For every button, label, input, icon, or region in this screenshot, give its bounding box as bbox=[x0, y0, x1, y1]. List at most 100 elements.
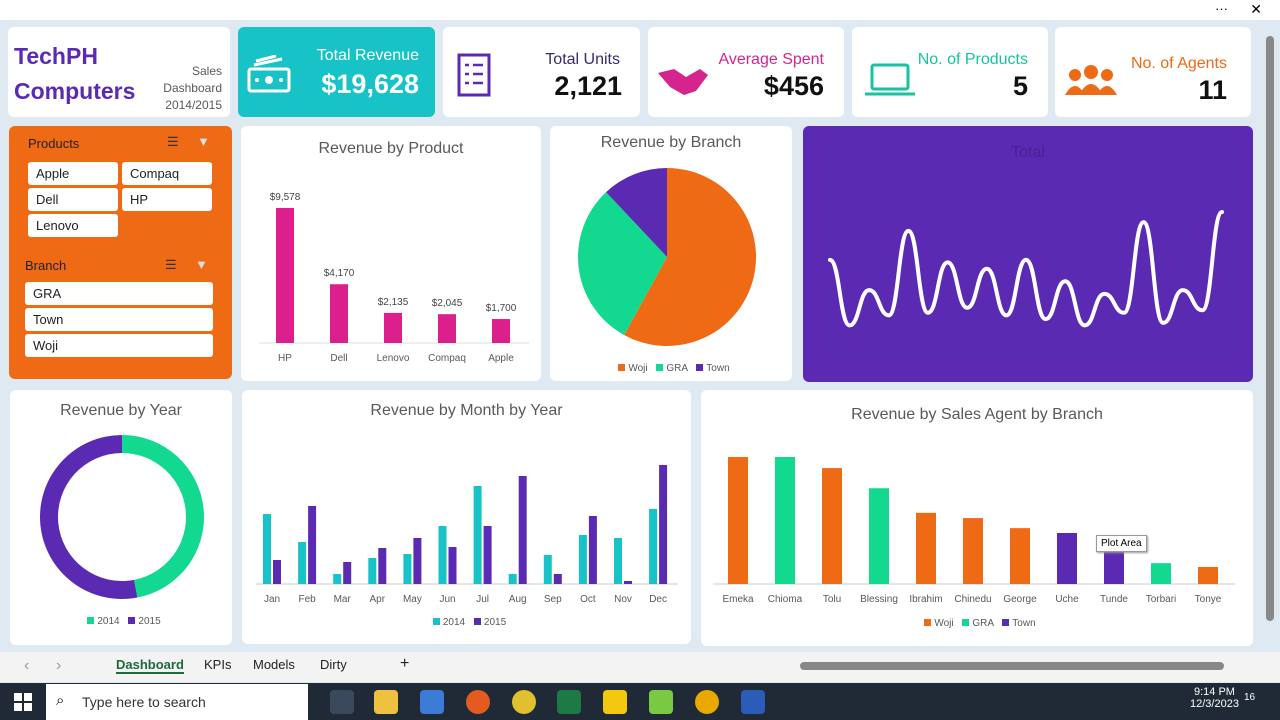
data-label: $2,135 bbox=[378, 297, 409, 308]
slicer-item-town[interactable]: Town bbox=[25, 308, 213, 331]
tick-label: Emeka bbox=[722, 594, 754, 605]
date: 12/3/2023 bbox=[1190, 698, 1239, 710]
bar-uche bbox=[1057, 532, 1077, 584]
branch-slicer-title: Branch bbox=[25, 258, 67, 273]
bar-tolu bbox=[822, 468, 842, 584]
legend: 2014 2015 bbox=[242, 617, 691, 628]
horizontal-scrollbar[interactable] bbox=[800, 662, 1224, 670]
tooltip: Plot Area bbox=[1096, 535, 1147, 552]
slicer-item-dell[interactable]: Dell bbox=[28, 188, 118, 211]
legend-2015: 2015 bbox=[138, 616, 161, 627]
power-bi-icon[interactable] bbox=[603, 690, 627, 714]
slicer-item-hp[interactable]: HP bbox=[122, 188, 212, 211]
task-view-icon[interactable] bbox=[330, 690, 354, 714]
total-line-chart[interactable]: Total bbox=[803, 126, 1253, 382]
tick-label: Aug bbox=[509, 594, 527, 605]
legend-2014: 2014 bbox=[442, 617, 466, 628]
next-sheet-button[interactable]: › bbox=[56, 657, 62, 674]
tick-label: Apr bbox=[370, 594, 386, 605]
money-icon bbox=[247, 55, 291, 93]
legend-2015: 2015 bbox=[483, 617, 507, 628]
bar-may-2015 bbox=[413, 538, 422, 584]
chart-title: Revenue by Sales Agent by Branch bbox=[851, 406, 1103, 423]
tick-label: Ibrahim bbox=[909, 594, 942, 605]
app-icon[interactable] bbox=[695, 690, 719, 714]
chart-title: Revenue by Year bbox=[60, 402, 182, 419]
word-icon[interactable] bbox=[741, 690, 765, 714]
taskbar-search[interactable]: ⌕ Type here to search bbox=[46, 684, 308, 720]
prev-sheet-button[interactable]: ‹ bbox=[24, 657, 30, 674]
notification-badge[interactable]: 16 bbox=[1244, 692, 1256, 703]
kpi-value: 5 bbox=[1012, 71, 1028, 101]
tick-label: Jul bbox=[476, 594, 489, 605]
firefox-icon[interactable] bbox=[466, 690, 490, 714]
file-explorer-icon[interactable] bbox=[374, 690, 398, 714]
kpi-products: No. of Products 5 bbox=[852, 27, 1048, 117]
bar-compaq bbox=[438, 314, 456, 343]
multi-select-icon[interactable]: ☰ bbox=[165, 257, 177, 272]
tick-label: Nov bbox=[614, 594, 632, 605]
search-placeholder: Type here to search bbox=[82, 694, 206, 710]
close-button[interactable]: ✕ bbox=[1250, 1, 1262, 17]
brand-subtitle: Sales Dashboard 2014/2015 bbox=[163, 63, 222, 114]
tick-label: Apple bbox=[488, 353, 514, 364]
slice-town bbox=[606, 168, 667, 257]
data-label: $9,578 bbox=[270, 192, 301, 203]
bar-nov-2015 bbox=[624, 581, 632, 584]
search-icon: ⌕ bbox=[56, 692, 65, 709]
kpi-title: No. of Products bbox=[917, 51, 1028, 68]
bar-emeka bbox=[728, 457, 748, 584]
tick-label: Dec bbox=[649, 594, 667, 605]
slicer-item-woji[interactable]: Woji bbox=[25, 334, 213, 357]
slicer-item-lenovo[interactable]: Lenovo bbox=[28, 214, 118, 237]
add-sheet-button[interactable]: + bbox=[400, 655, 410, 672]
bar-jan-2015 bbox=[273, 560, 281, 584]
more-options-button[interactable]: ··· bbox=[1215, 1, 1228, 16]
bar-jul-2015 bbox=[483, 526, 492, 584]
revenue-by-agent-chart[interactable]: Revenue by Sales Agent by Branch Emeka Ch… bbox=[701, 390, 1253, 646]
tab-dashboard[interactable]: Dashboard bbox=[116, 657, 184, 674]
revenue-by-year-chart[interactable]: Revenue by Year 2014 2015 bbox=[10, 390, 232, 645]
kpi-agents: No. of Agents 11 bbox=[1055, 27, 1251, 117]
data-label: $1,700 bbox=[486, 303, 517, 314]
kpi-title: Average Spent bbox=[718, 51, 824, 68]
tab-kpis[interactable]: KPIs bbox=[204, 657, 232, 672]
bar-oct-2014 bbox=[578, 535, 587, 584]
bar-dell bbox=[330, 284, 348, 343]
brand-name-1: TechPH bbox=[14, 43, 98, 69]
clear-filter-icon[interactable]: ▼ bbox=[195, 257, 208, 272]
tab-models[interactable]: Models bbox=[253, 657, 295, 672]
revenue-by-branch-chart[interactable]: Revenue by Branch Woji GRA Town bbox=[550, 126, 792, 381]
bar-chioma bbox=[775, 457, 795, 584]
legend: Woji GRA Town bbox=[550, 363, 792, 374]
clock[interactable]: 9:14 PM 12/3/2023 bbox=[1190, 686, 1239, 710]
tick-label: Jun bbox=[439, 594, 455, 605]
slicer-item-apple[interactable]: Apple bbox=[28, 162, 118, 185]
windows-start-icon[interactable] bbox=[14, 693, 32, 711]
tab-dirty[interactable]: Dirty bbox=[320, 657, 347, 672]
slicer-item-compaq[interactable]: Compaq bbox=[122, 162, 212, 185]
subtitle-line: Dashboard bbox=[163, 81, 222, 95]
brand-card: TechPH Computers Sales Dashboard 2014/2015 bbox=[8, 27, 230, 117]
bar-apr-2015 bbox=[378, 548, 387, 584]
kpi-title: No. of Agents bbox=[1130, 55, 1227, 72]
clear-filter-icon[interactable]: ▼ bbox=[197, 134, 210, 149]
tick-label: Tunde bbox=[1100, 594, 1128, 605]
subtitle-line: Sales bbox=[191, 64, 222, 78]
legend-2014: 2014 bbox=[97, 616, 120, 627]
chart-title: Revenue by Month by Year bbox=[370, 402, 563, 419]
slicer-item-gra[interactable]: GRA bbox=[25, 282, 213, 305]
bar-ibrahim bbox=[916, 512, 936, 584]
revenue-by-month-chart[interactable]: Revenue by Month by Year Jan Feb Mar Apr May… bbox=[242, 390, 691, 644]
legend-woji: Woji bbox=[628, 363, 648, 374]
multi-select-icon[interactable]: ☰ bbox=[167, 134, 179, 149]
chrome-icon[interactable] bbox=[512, 690, 536, 714]
store-icon[interactable] bbox=[420, 690, 444, 714]
subtitle-line: 2014/2015 bbox=[165, 98, 222, 112]
revenue-by-product-chart[interactable]: Revenue by Product $9,578 HP $4,170 Dell $2,… bbox=[241, 126, 541, 381]
tick-label: HP bbox=[278, 353, 292, 364]
excel-icon[interactable] bbox=[557, 690, 581, 714]
vertical-scrollbar[interactable] bbox=[1266, 36, 1274, 621]
camtasia-icon[interactable] bbox=[649, 690, 673, 714]
legend: Woji GRA Town bbox=[701, 618, 1253, 629]
